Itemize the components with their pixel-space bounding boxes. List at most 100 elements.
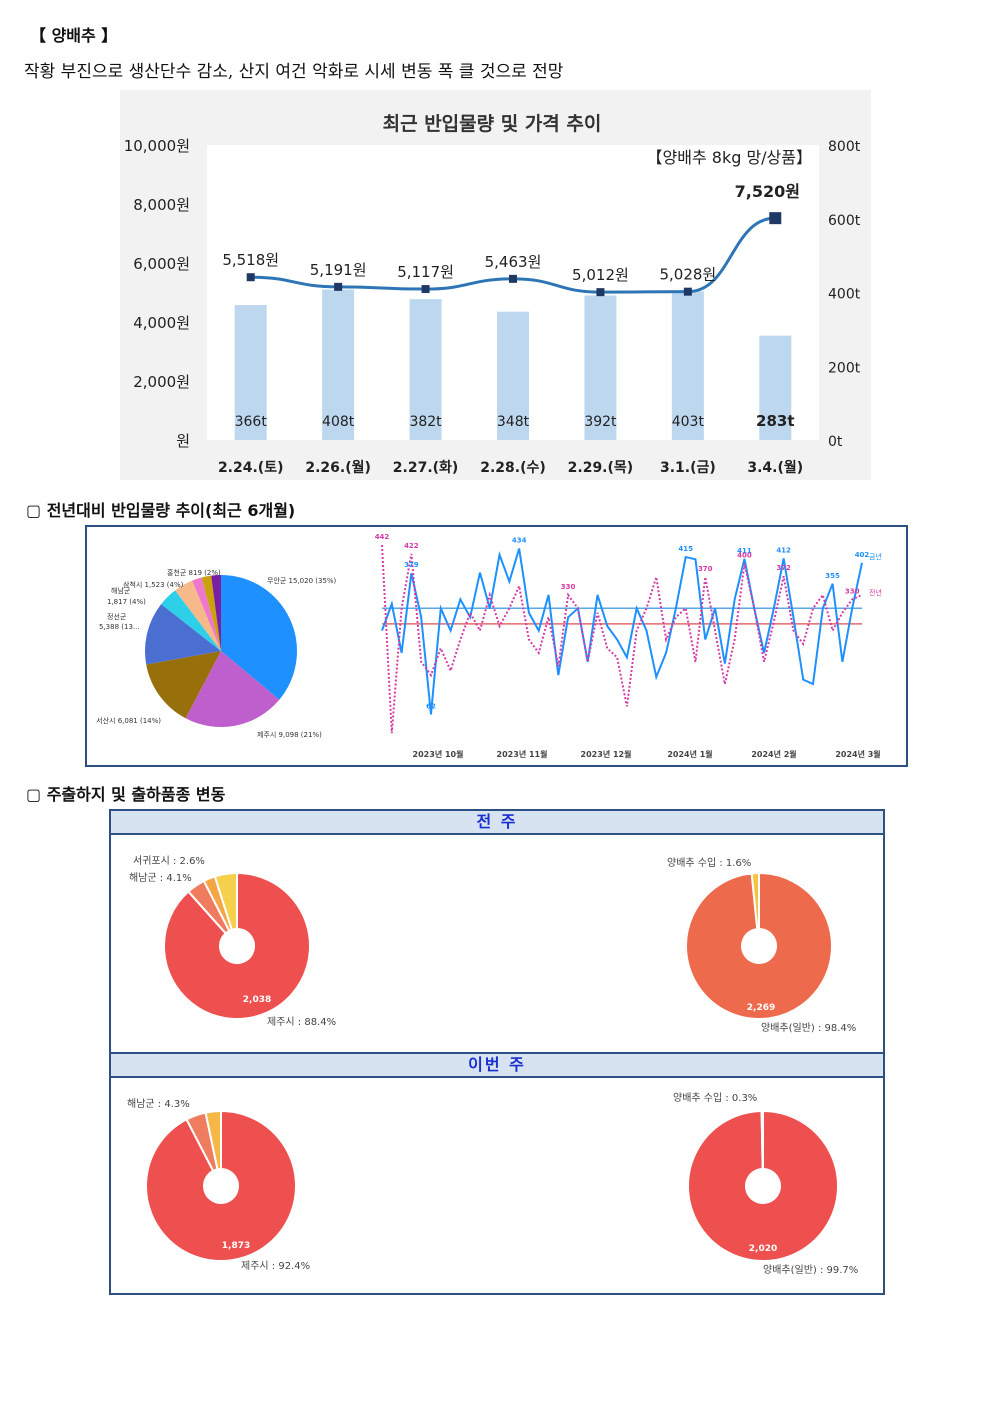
donut-slice [145, 1109, 297, 1262]
price-label: 5,463원 [485, 253, 542, 271]
pie-label: 5,388 (13... [99, 623, 140, 631]
price-label: 5,028원 [659, 266, 716, 284]
price-label: 5,191원 [310, 261, 367, 279]
pie-label: 1,817 (4%) [107, 598, 146, 606]
x-axis-label: 2023년 11월 [497, 749, 548, 759]
pie-label: 해남군 [111, 586, 131, 595]
point-label: 400 [737, 552, 752, 560]
price-marker [769, 212, 782, 225]
price-marker [334, 282, 343, 291]
x-axis-label: 2023년 12월 [581, 749, 632, 759]
price-volume-chart: 최근 반입물량 및 가격 추이 【양배추 8kg 망/상품】 10,000원 8,… [120, 90, 871, 480]
pie-label: 정선군 [107, 612, 127, 621]
pie-slice [175, 580, 221, 651]
right-tick-label: 800t [828, 139, 861, 155]
category-label: 2.24.(토) [218, 460, 284, 476]
donut-label: 해남군 : 4.3% [127, 1097, 190, 1110]
price-marker [421, 285, 430, 294]
volume-bar [759, 335, 792, 440]
category-label: 2.28.(수) [480, 460, 546, 476]
left-tick-label: 10,000원 [124, 137, 190, 155]
volume-bar [409, 299, 442, 440]
price-label: 5,117원 [397, 263, 454, 281]
pie-label: 홍천군 819 (2%) [167, 568, 221, 577]
volume-label: 366t [235, 414, 268, 430]
donut-label: 양배추(일반) : 98.4% [761, 1022, 856, 1034]
legend-last-year: 전년 [869, 588, 882, 597]
donut-slice [685, 871, 833, 1020]
volume-bar [322, 289, 355, 440]
donut-slice [163, 871, 311, 1020]
point-label: 62 [426, 702, 436, 710]
donut-center-value: 2,038 [243, 995, 271, 1005]
price-marker [509, 274, 517, 283]
right-tick-label: 600t [828, 213, 861, 229]
left-tick-label: 6,000원 [133, 255, 190, 273]
point-label: 355 [825, 572, 840, 580]
category-label: 3.1.(금) [660, 460, 716, 476]
category-label: 2.29.(목) [568, 460, 634, 476]
donut-label: 제주시 : 88.4% [267, 1016, 336, 1028]
x-axis-label: 2024년 3월 [835, 749, 880, 759]
category-label: 2.27.(화) [393, 460, 459, 476]
volume-bar [234, 305, 267, 440]
donut-label: 양배추 수입 : 1.6% [667, 856, 751, 869]
right-tick-label: 200t [828, 360, 861, 376]
price-marker [246, 273, 255, 282]
legend-this-year: 금년 [869, 552, 882, 561]
donut-center-value: 2,269 [747, 1003, 775, 1013]
category-label: 2.26.(월) [305, 459, 371, 476]
point-label: 379 [404, 561, 419, 569]
point-label: 412 [776, 546, 791, 554]
series-line [381, 548, 863, 715]
pie-slice [146, 651, 221, 719]
pie-slice [201, 575, 221, 651]
shipping-panel: 전 주 이번 주 2,038 2,269 1,873 2,020 제주시 : 88.4%… [109, 809, 885, 1295]
volume-label: 403t [672, 414, 705, 430]
donut-label: 양배추(일반) : 99.7% [763, 1264, 858, 1276]
right-tick-label: 0t [828, 434, 843, 450]
right-tick-label: 400t [828, 287, 861, 303]
chart-title: 최근 반입물량 및 가격 추이 [383, 113, 602, 135]
volume-label: 392t [584, 414, 617, 430]
price-label: 7,520원 [735, 182, 800, 201]
pie-label: 무안군 15,020 (35%) [267, 576, 337, 585]
point-label: 434 [512, 537, 527, 545]
donut-label: 서귀포시 : 2.6% [133, 855, 205, 867]
origin-pie-chart: 무안군 15,020 (35%) 제주시 9,098 (21%) 서산시 6,081… [96, 568, 337, 739]
section-title-yoy: ▢ 전년대비 반입물량 추이(최근 6개월) [26, 501, 296, 520]
donut-slice [760, 1109, 764, 1171]
product-note: 【양배추 8kg 망/상품】 [647, 148, 812, 167]
point-label: 330 [845, 587, 860, 595]
donut-slice [204, 1109, 222, 1171]
left-tick-label: 8,000원 [133, 196, 190, 214]
point-label: 402 [855, 551, 870, 559]
pie-slice [192, 577, 221, 651]
x-axis-categories: 2.24.(토) 2.26.(월) 2.27.(화) 2.28.(수) 2.29.(목)… [218, 459, 803, 476]
point-label: 422 [404, 542, 419, 550]
volume-bar [584, 295, 617, 440]
donut-label: 제주시 : 92.4% [241, 1260, 310, 1272]
point-label: 330 [561, 583, 576, 591]
point-label: 370 [698, 565, 713, 573]
point-label: 442 [375, 533, 390, 541]
donut-slice [213, 871, 238, 932]
pie-slice [221, 575, 297, 700]
price-label: 5,012원 [572, 266, 629, 284]
donut-center-value: 2,020 [749, 1244, 777, 1254]
x-axis-label: 2024년 1월 [667, 749, 712, 759]
series-line [381, 544, 863, 734]
donut-center-value: 1,873 [222, 1241, 250, 1251]
volume-label: 408t [322, 414, 355, 430]
right-axis: 800t 600t 400t 200t 0t [828, 139, 861, 450]
left-tick-label: 원 [176, 432, 190, 450]
donut-charts: 2,038 2,269 1,873 2,020 제주시 : 88.4% 해남군 : 4.1… [127, 855, 858, 1276]
band-this-week: 이번 주 [111, 1052, 883, 1078]
pie-label: 삼척시 1,523 (4%) [123, 580, 184, 589]
left-tick-label: 2,000원 [133, 373, 190, 391]
point-label: 415 [678, 545, 693, 553]
donut-label: 양배추 수입 : 0.3% [673, 1091, 757, 1104]
summary-text: 작황 부진으로 생산단수 감소, 산지 여건 악화로 시세 변동 폭 클 것으로… [24, 62, 564, 82]
price-marker [596, 288, 605, 297]
